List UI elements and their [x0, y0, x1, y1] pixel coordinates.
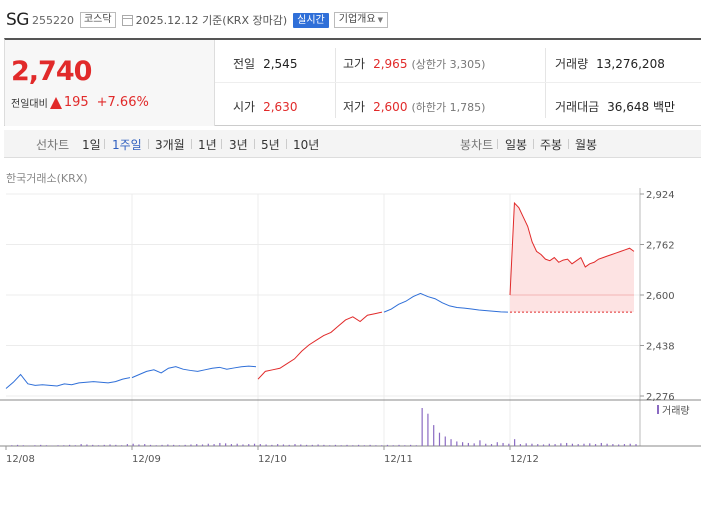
- data-source-label: 한국거래소(KRX): [6, 172, 88, 185]
- tab-daily[interactable]: 일봉: [505, 138, 528, 152]
- open-price: 시가 2,630: [233, 100, 298, 114]
- series-line-12-09: [131, 365, 257, 379]
- tab-monthly[interactable]: 월봉: [575, 138, 598, 152]
- change-value: 195: [63, 95, 89, 110]
- chart-area-fill: [510, 203, 634, 313]
- trade-amount: 거래대금 36,648 백만: [555, 100, 676, 114]
- y-tick-label: 2,600: [646, 291, 675, 302]
- x-tick-label: 12/10: [258, 454, 287, 465]
- rise-area: [510, 203, 634, 313]
- volume-legend-swatch: [657, 405, 659, 414]
- chart-price-lines: [5, 201, 635, 389]
- x-axis-ticks: 12/08 12/09 12/10 12/11 12/12: [5, 446, 539, 465]
- x-tick-label: 12/09: [132, 454, 161, 465]
- line-chart-label: 선차트: [36, 138, 70, 152]
- realtime-button[interactable]: 실시간: [293, 12, 329, 28]
- series-line-12-12: [509, 201, 635, 296]
- y-tick-label: 2,438: [646, 342, 675, 353]
- tab-1w[interactable]: 1주일: [112, 138, 142, 152]
- volume-legend-label: 거래량: [662, 405, 690, 417]
- calendar-icon: [121, 14, 133, 26]
- tab-1y[interactable]: 1년: [198, 138, 217, 152]
- chevron-down-icon: ▼: [377, 16, 383, 24]
- y-tick-label: 2,276: [646, 392, 675, 403]
- change-label: 전일대비: [11, 99, 48, 110]
- tab-3y[interactable]: 3년: [229, 138, 248, 152]
- stock-code: 255220: [31, 13, 74, 27]
- y-axis-ticks: 2,924 2,762 2,600 2,438 2,276: [640, 190, 675, 403]
- high-price: 고가 2,965 (상한가 3,305): [343, 57, 486, 71]
- price-summary: 2,740 전일대비 195 +7.66%: [5, 40, 215, 126]
- up-triangle-icon: [49, 96, 62, 109]
- tab-3m[interactable]: 3개월: [155, 138, 185, 152]
- stock-name: SG: [6, 10, 29, 30]
- x-tick-label: 12/11: [384, 454, 413, 465]
- tab-weekly[interactable]: 주봉: [540, 138, 563, 152]
- company-overview-dropdown[interactable]: 기업개요 ▼: [333, 12, 388, 28]
- y-tick-label: 2,924: [646, 190, 675, 201]
- price-change: 전일대비 195 +7.66%: [11, 95, 149, 110]
- current-price: 2,740: [11, 56, 92, 87]
- trade-volume: 거래량 13,276,208: [555, 57, 665, 71]
- series-line-12-11: [383, 292, 509, 313]
- low-price: 저가 2,600 (하한가 1,785): [343, 100, 486, 114]
- volume-bars: [11, 408, 637, 446]
- quote-panel: 2,740 전일대비 195 +7.66% 전일 2,545 시가 2,630 고가…: [4, 38, 701, 126]
- tab-10y[interactable]: 10년: [293, 138, 320, 152]
- tab-1d[interactable]: 1일: [82, 138, 101, 152]
- stock-header: SG 255220 코스닥 2025.12.12 기준(KRX 장마감) 실시간…: [6, 9, 388, 31]
- chart-period-tabs: 선차트 1일 1주일 3개월 1년 3년 5년 10년 봉차트 일봉 주봉 월봉: [4, 130, 701, 158]
- tab-5y[interactable]: 5년: [261, 138, 280, 152]
- chart-grid: [0, 188, 701, 447]
- x-tick-label: 12/08: [6, 454, 35, 465]
- change-percent: +7.66%: [96, 95, 149, 110]
- market-badge: 코스닥: [79, 12, 116, 28]
- y-tick-label: 2,762: [646, 241, 675, 252]
- price-chart: 2,924 2,762 2,600 2,438 2,276 12/08 12/09 12/1…: [0, 188, 701, 465]
- series-line-12-08: [5, 373, 131, 389]
- prev-close: 전일 2,545: [233, 57, 298, 71]
- quote-date: 2025.12.12 기준(KRX 장마감): [135, 14, 288, 27]
- volume-legend: 거래량: [657, 405, 690, 417]
- x-tick-label: 12/12: [510, 454, 539, 465]
- candle-chart-label: 봉차트: [460, 138, 494, 152]
- series-line-12-10: [257, 311, 383, 380]
